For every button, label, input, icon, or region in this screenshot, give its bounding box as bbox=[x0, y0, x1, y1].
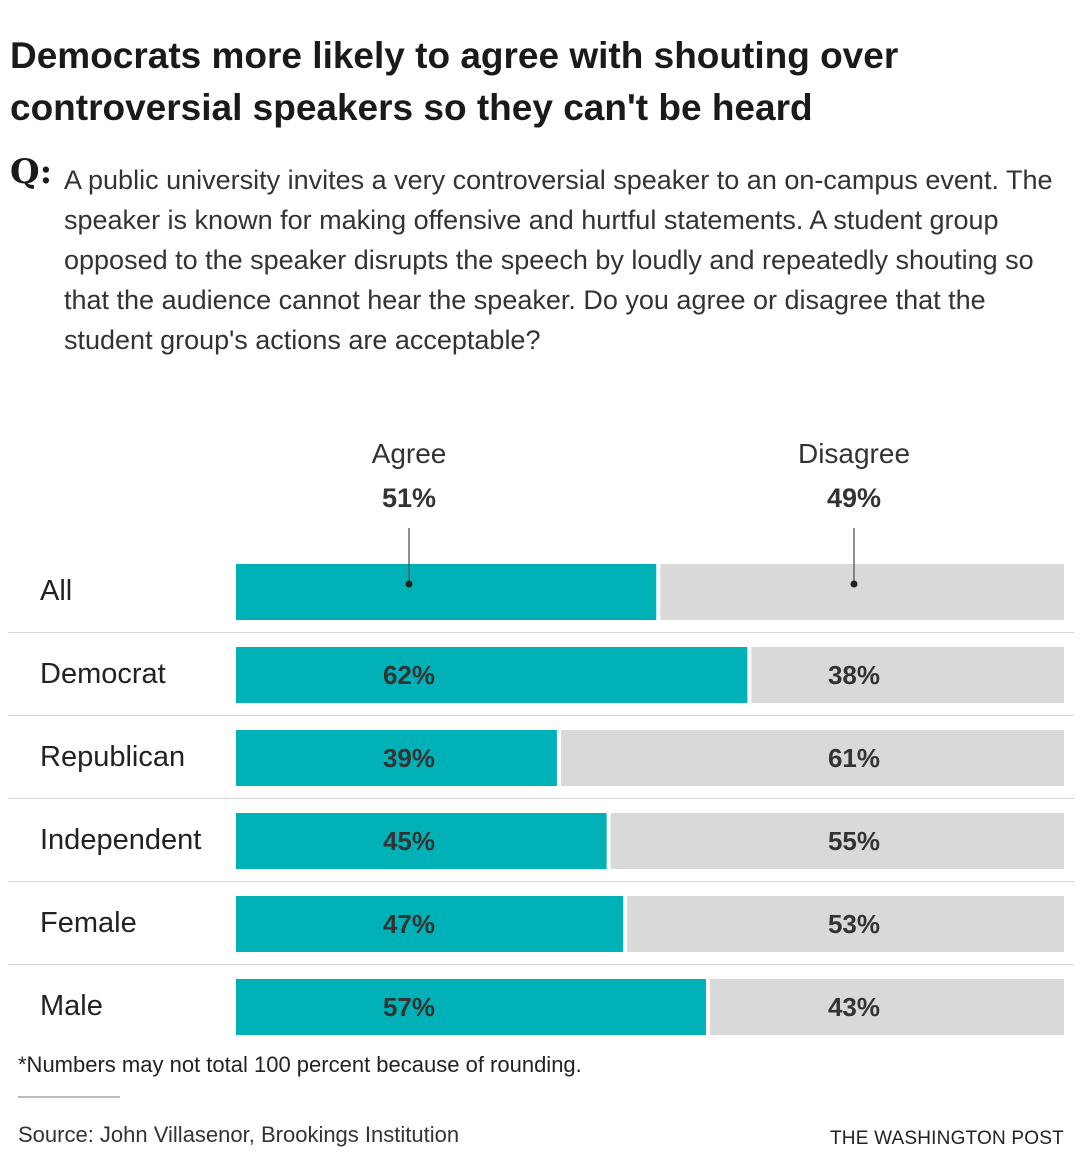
bar-disagree-republican bbox=[560, 730, 1064, 786]
bar-disagree-democrat bbox=[751, 647, 1064, 703]
agree-all-value: 51% bbox=[381, 483, 437, 513]
row-label-republican: Republican bbox=[40, 741, 186, 773]
bar-agree-independent bbox=[236, 813, 607, 869]
data-label-agree-male: 57% bbox=[383, 992, 435, 1022]
leader-dot-disagree bbox=[850, 580, 858, 588]
row-label-female: Female bbox=[40, 907, 137, 939]
data-label-disagree-male: 43% bbox=[828, 992, 880, 1022]
data-label-disagree-republican: 61% bbox=[828, 743, 880, 773]
data-label-disagree-democrat: 38% bbox=[828, 660, 880, 690]
disagree-all-value: 49% bbox=[826, 483, 882, 513]
row-label-all: All bbox=[40, 575, 73, 607]
bar-agree-female bbox=[236, 896, 624, 952]
bar-agree-male bbox=[236, 979, 706, 1035]
source-text: Source: John Villasenor, Brookings Insti… bbox=[18, 1122, 460, 1147]
data-label-agree-democrat: 62% bbox=[383, 660, 435, 690]
footnote: *Numbers may not total 100 percent becau… bbox=[18, 1052, 582, 1077]
row-divider bbox=[8, 798, 1074, 799]
bar-agree-republican bbox=[236, 730, 557, 786]
row-divider bbox=[8, 715, 1074, 716]
row-divider bbox=[8, 632, 1074, 633]
data-label-disagree-independent: 55% bbox=[828, 826, 880, 856]
agree-header: Agree bbox=[371, 438, 447, 469]
leader-dot-agree bbox=[405, 580, 413, 588]
row-divider bbox=[8, 964, 1074, 965]
data-label-agree-independent: 45% bbox=[383, 826, 435, 856]
row-label-independent: Independent bbox=[40, 824, 202, 856]
bar-disagree-all bbox=[660, 564, 1064, 620]
disagree-header: Disagree bbox=[797, 438, 911, 469]
question-label: Q: bbox=[10, 152, 53, 192]
data-label-agree-republican: 39% bbox=[383, 743, 435, 773]
bar-agree-democrat bbox=[236, 647, 748, 703]
bar-disagree-male bbox=[709, 979, 1064, 1035]
publisher-credit: THE WASHINGTON POST bbox=[830, 1128, 1064, 1149]
source-rule bbox=[18, 1096, 120, 1098]
bar-agree-all bbox=[236, 564, 657, 620]
row-label-male: Male bbox=[40, 990, 103, 1022]
bar-disagree-independent bbox=[610, 813, 1064, 869]
question-text: A public university invites a very contr… bbox=[64, 165, 1053, 355]
data-label-disagree-female: 53% bbox=[828, 909, 880, 939]
data-label-agree-female: 47% bbox=[383, 909, 435, 939]
row-label-democrat: Democrat bbox=[40, 658, 166, 690]
bar-disagree-female bbox=[627, 896, 1064, 952]
chart-title: Democrats more likely to agree with shou… bbox=[10, 35, 899, 128]
row-divider bbox=[8, 881, 1074, 882]
